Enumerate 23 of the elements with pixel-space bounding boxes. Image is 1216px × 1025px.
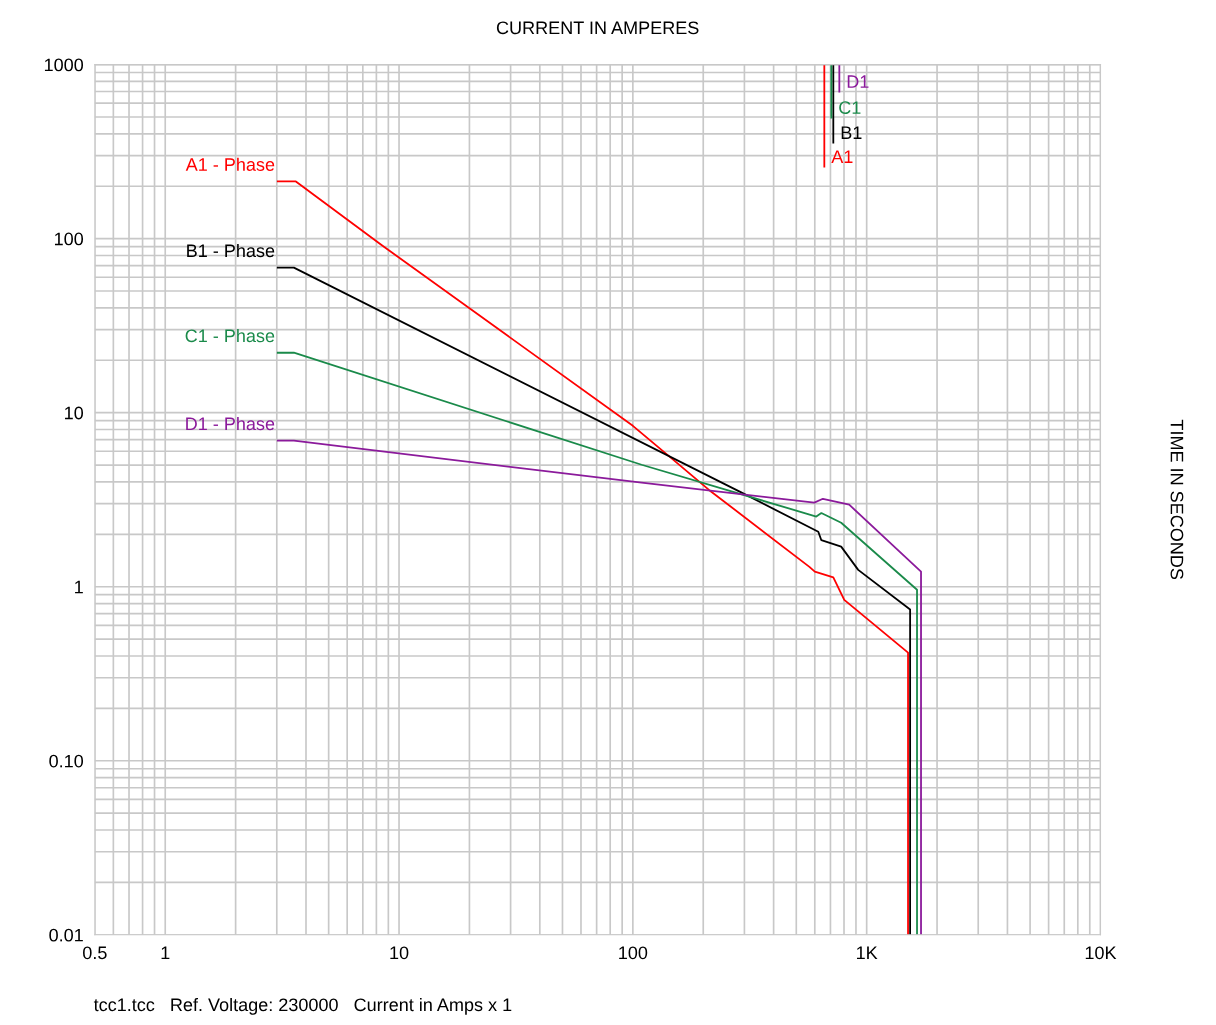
series-label: C1 [839, 101, 861, 115]
y-tick-label: 1 [75, 580, 83, 594]
series-label: D1 [847, 75, 869, 88]
text: tcc1.tcc Ref. Voltage: 230000 Current in Amps x 1 [93, 997, 512, 1015]
y-tick-label: 100 [54, 232, 84, 246]
y-axis-title: TIME IN SECONDS [1170, 419, 1184, 580]
x-axis-title: CURRENT IN AMPERES [496, 21, 699, 35]
series-label: B1 [841, 126, 862, 139]
series-label: B1 - Phase [187, 243, 275, 258]
x-tick-label: 0.5 [83, 946, 107, 960]
y-tick-label: 0.01 [49, 928, 83, 942]
series-label: A1 - Phase [185, 157, 275, 171]
x-tick-label: 1 [161, 946, 170, 959]
x-tick-label: 100 [619, 946, 648, 960]
y-tick-label: 10 [65, 406, 84, 420]
series-label: D1 - Phase [186, 416, 275, 431]
y-tick-label: 1000 [44, 58, 84, 72]
y-tick-label: 0.10 [49, 754, 84, 768]
series-label: A1 [831, 150, 853, 163]
series-label: C1 - Phase [185, 328, 275, 343]
x-tick-label: 1K [857, 946, 878, 959]
x-tick-label: 10K [1085, 946, 1117, 960]
x-tick-label: 10 [390, 946, 409, 960]
